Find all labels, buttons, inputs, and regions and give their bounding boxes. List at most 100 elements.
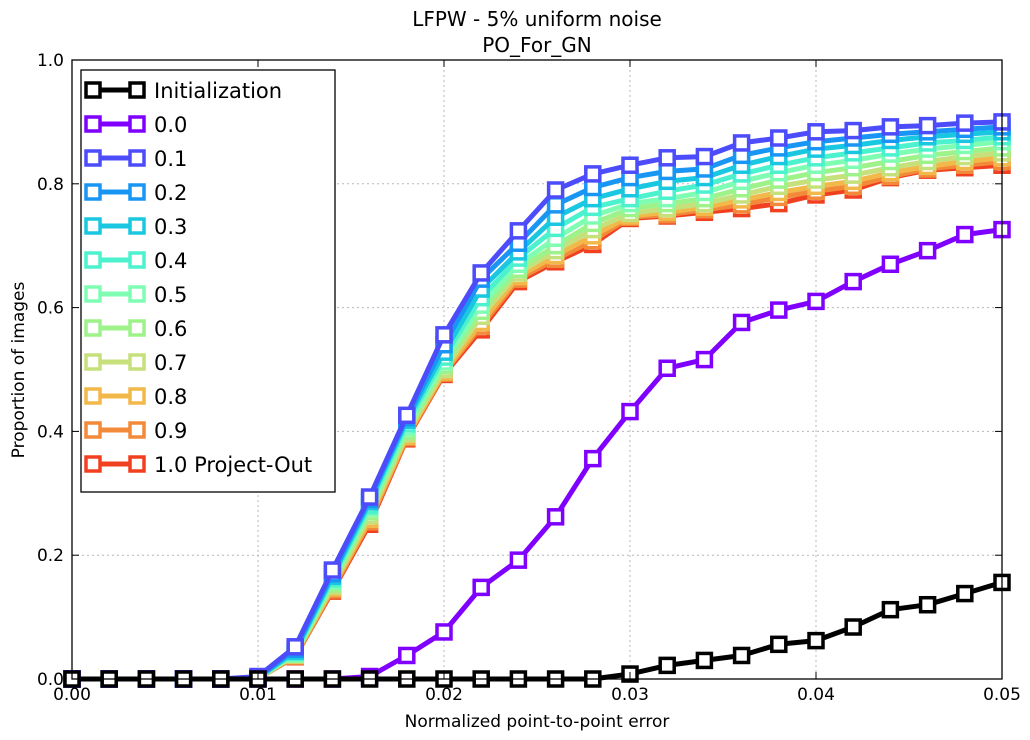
data-point [695,350,714,369]
legend-marker [84,387,102,405]
y-tick-label: 0.6 [37,299,64,319]
data-point [546,196,565,214]
x-tick-label: 0.00 [53,685,91,705]
data-point [732,134,751,152]
legend-marker [84,353,102,371]
legend-marker [128,387,146,405]
data-point [435,623,453,641]
legend-marker [84,251,102,269]
legend-item: 0.3 [84,215,187,239]
axis-ticks: 0.00 0.01 0.02 0.03 0.04 0.05 0.0 0.2 0.4 0.6 0.8 1… [37,51,1021,705]
legend-label: 0.4 [154,249,187,273]
x-tick-label: 0.02 [425,685,463,705]
data-point [435,326,453,344]
legend-item: Initialization [84,79,282,103]
legend-marker [128,115,146,133]
y-tick-label: 0.8 [37,175,64,195]
data-point [621,402,639,421]
legend-item: 0.6 [84,317,187,341]
legend-item: 0.4 [84,249,187,273]
data-point [770,635,788,654]
y-tick-label: 1.0 [37,51,64,71]
data-point [621,156,639,174]
data-point [956,584,974,603]
legend-item: 0.2 [84,181,187,205]
legend-marker [84,455,102,473]
legend-item: 0.0 [84,113,187,137]
data-point [807,292,825,311]
legend-item: 0.5 [84,283,187,307]
legend-marker [128,251,146,269]
legend-item: 1.0 Project-Out [84,453,312,477]
data-point [807,631,825,650]
y-tick-label: 0.0 [37,670,64,690]
legend-marker [128,353,146,371]
legend-marker [84,149,102,167]
legend-marker [84,183,102,201]
data-point [918,241,937,260]
data-point [770,301,788,319]
data-point [398,406,416,425]
data-point [360,488,379,506]
legend-label: 0.0 [154,113,187,137]
x-tick-label: 0.01 [239,685,277,705]
legend-label: 0.6 [154,317,187,341]
legend-marker [128,319,146,337]
legend-item: 0.8 [84,385,187,409]
data-point [732,313,751,332]
y-tick-label: 0.2 [37,546,64,566]
series-initialization [63,573,1011,688]
data-point [584,165,602,183]
legend-marker [128,285,146,303]
legend-marker [128,183,146,201]
legend-marker [128,81,146,99]
data-point [844,618,862,636]
legend-marker [84,115,102,133]
data-point [844,121,862,140]
data-point [546,508,565,526]
legend-label: 0.7 [154,351,187,375]
legend-marker [128,455,146,473]
chart-title: LFPW - 5% uniform noise [412,7,662,31]
data-point [956,114,974,132]
legend: Initialization 0.0 0.1 0.2 0.3 0.4 0.5 0.6 0.7 0.… [80,69,336,493]
legend-label: 0.1 [154,147,187,171]
x-axis-label: Normalized point-to-point error [405,712,670,732]
series-line [72,580,1003,682]
data-point [658,149,676,167]
data-point [472,264,490,282]
legend-marker [84,217,102,235]
data-point [695,147,714,166]
legend-item: 0.9 [84,419,187,443]
x-tick-label: 0.03 [611,685,649,705]
y-axis-label: Proportion of images [9,282,29,459]
data-point [918,116,937,135]
legend-label: 1.0 Project-Out [154,453,312,477]
chart-subtitle: PO_For_GN [482,33,592,57]
data-point [509,222,528,240]
data-point [770,129,788,147]
data-point [472,578,490,597]
legend-marker [84,421,102,439]
legend-marker [84,319,102,337]
data-point [584,449,602,468]
data-point [881,600,900,619]
data-point [695,651,714,670]
data-point [323,561,342,579]
data-point [658,656,676,675]
legend-label: 0.9 [154,419,187,443]
data-point [509,551,528,569]
legend-label: 0.3 [154,215,187,239]
legend-label: 0.8 [154,385,187,409]
legend-marker [128,421,146,439]
data-point [398,646,416,665]
data-point [956,225,974,244]
data-point [732,646,751,665]
data-point [546,181,565,199]
data-point [658,359,676,378]
data-point [881,255,900,274]
x-tick-label: 0.05 [983,685,1021,705]
legend-item: 0.1 [84,147,187,171]
legend-marker [128,217,146,235]
